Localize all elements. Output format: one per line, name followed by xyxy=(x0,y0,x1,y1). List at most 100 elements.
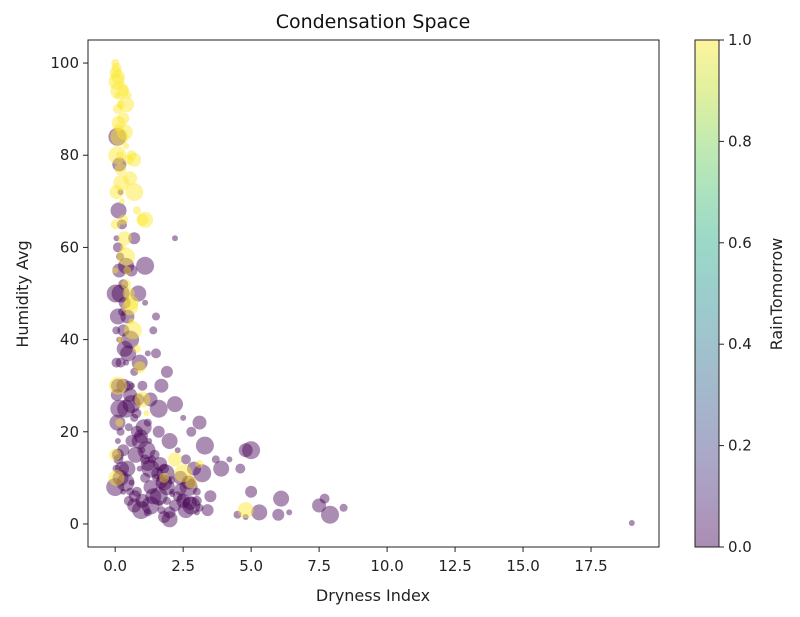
points-layer xyxy=(106,59,635,528)
data-point-no-rain xyxy=(135,493,150,508)
data-point-no-rain xyxy=(242,441,261,460)
data-point-no-rain xyxy=(149,399,168,418)
x-axis: 0.0 2.5 5.0 7.5 10.0 12.5 15.0 17.5 xyxy=(103,547,608,575)
data-point-no-rain xyxy=(130,413,139,422)
data-point-rain xyxy=(117,247,136,266)
chart-title: Condensation Space xyxy=(276,11,471,33)
data-point-rain xyxy=(115,418,124,427)
data-point-no-rain xyxy=(112,263,127,278)
data-point-rain xyxy=(125,183,144,202)
data-point-rain xyxy=(132,344,141,353)
data-point-no-rain xyxy=(180,454,191,465)
data-point-no-rain xyxy=(146,438,153,444)
colorbar: 0.0 0.2 0.4 0.6 0.8 1.0 RainTomorrow xyxy=(694,31,786,556)
data-point-no-rain xyxy=(120,345,137,362)
y-tick-label: 40 xyxy=(60,331,79,349)
data-point-rain xyxy=(159,472,170,483)
data-point-no-rain xyxy=(125,264,138,277)
data-point-rain xyxy=(117,231,132,246)
data-point-no-rain xyxy=(142,299,149,306)
data-point-no-rain xyxy=(117,399,136,418)
data-point-no-rain xyxy=(177,502,194,519)
data-point-rain xyxy=(127,152,142,167)
data-point-no-rain xyxy=(166,476,175,485)
data-point-no-rain xyxy=(182,496,201,515)
data-point-no-rain xyxy=(211,455,220,464)
colorbar-ticks: 0.0 0.2 0.4 0.6 0.8 1.0 xyxy=(719,31,752,556)
data-point-no-rain xyxy=(195,503,204,512)
data-point-rain xyxy=(118,214,129,225)
data-point-rain xyxy=(110,81,129,100)
plot-area xyxy=(87,39,660,548)
data-point-no-rain xyxy=(117,444,130,457)
colorbar-tick-label: 0.6 xyxy=(728,234,752,252)
data-point-no-rain xyxy=(174,483,187,496)
data-point-no-rain xyxy=(115,461,129,476)
data-point-no-rain xyxy=(137,380,148,391)
data-point-no-rain xyxy=(213,460,230,477)
data-point-no-rain xyxy=(152,473,160,482)
data-point-no-rain xyxy=(193,464,212,483)
data-point-rain xyxy=(110,127,129,146)
data-point-rain xyxy=(122,299,139,316)
data-point-rain xyxy=(168,452,182,467)
data-point-no-rain xyxy=(128,479,135,486)
data-point-no-rain xyxy=(128,232,141,245)
data-point-no-rain xyxy=(156,464,175,483)
y-axis: 0 20 40 60 80 100 xyxy=(50,54,88,533)
colorbar-gradient xyxy=(695,40,719,547)
data-point-rain xyxy=(116,151,125,160)
data-point-no-rain xyxy=(339,503,348,512)
data-point-no-rain xyxy=(131,433,148,449)
y-tick-label: 20 xyxy=(60,423,79,441)
data-point-no-rain xyxy=(116,252,125,261)
data-point-no-rain xyxy=(128,490,141,503)
data-point-rain xyxy=(119,198,125,205)
data-point-rain xyxy=(113,123,122,132)
data-point-no-rain xyxy=(242,514,249,520)
data-point-rain xyxy=(120,244,127,251)
data-point-no-rain xyxy=(286,509,293,516)
data-point-no-rain xyxy=(172,491,183,502)
data-point-no-rain xyxy=(155,476,168,489)
x-axis-title: Dryness Index xyxy=(316,586,430,605)
data-point-no-rain xyxy=(132,393,145,406)
data-point-no-rain xyxy=(126,487,135,496)
data-point-no-rain xyxy=(179,478,198,497)
data-point-no-rain xyxy=(273,490,290,507)
data-point-rain xyxy=(133,361,146,374)
colorbar-tick-label: 0.8 xyxy=(728,132,752,150)
data-point-no-rain xyxy=(110,202,127,219)
data-point-rain xyxy=(123,171,138,186)
data-point-no-rain xyxy=(112,157,127,172)
data-point-rain xyxy=(110,219,121,230)
data-point-no-rain xyxy=(112,469,129,486)
data-point-no-rain xyxy=(151,467,164,480)
data-point-rain xyxy=(111,62,122,73)
data-point-no-rain xyxy=(110,399,129,418)
data-point-no-rain xyxy=(321,505,339,524)
colorbar-tick-label: 0.4 xyxy=(728,335,752,353)
data-point-no-rain xyxy=(233,510,242,519)
y-tick-label: 60 xyxy=(60,238,79,256)
data-point-no-rain xyxy=(127,446,144,463)
x-tick-label: 12.5 xyxy=(438,557,471,575)
data-point-no-rain xyxy=(169,491,176,497)
data-point-rain xyxy=(112,104,123,115)
data-point-no-rain xyxy=(172,235,178,242)
data-point-rain xyxy=(185,476,198,489)
data-point-rain xyxy=(128,318,135,325)
data-point-rain xyxy=(110,69,125,84)
data-point-no-rain xyxy=(167,396,183,413)
data-point-no-rain xyxy=(143,480,158,495)
data-point-no-rain xyxy=(628,520,635,526)
data-point-no-rain xyxy=(111,284,130,303)
y-tick-label: 100 xyxy=(50,54,79,72)
data-point-no-rain xyxy=(183,496,197,511)
data-point-no-rain xyxy=(122,395,141,414)
data-point-no-rain xyxy=(245,485,258,498)
data-point-no-rain xyxy=(115,357,126,368)
data-point-no-rain xyxy=(109,308,126,325)
data-point-no-rain xyxy=(116,427,125,436)
